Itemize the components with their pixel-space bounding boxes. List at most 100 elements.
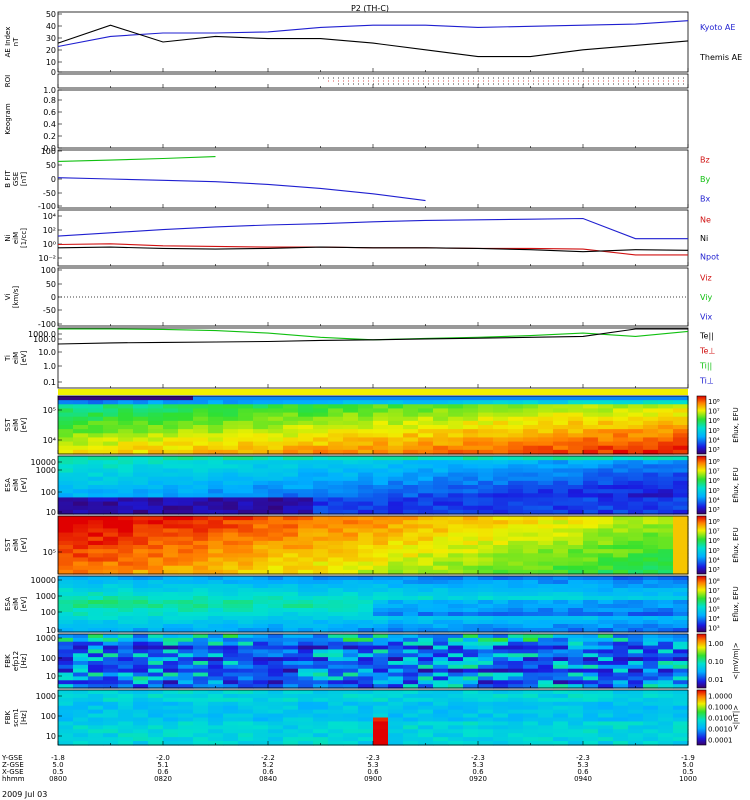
spectrogram-cell	[523, 672, 539, 678]
spectrogram-cell	[658, 524, 674, 530]
spectrogram-cell	[628, 725, 644, 730]
spectrogram-cell	[463, 737, 479, 742]
spectrogram-cell	[58, 425, 74, 430]
spectrogram-cell	[163, 620, 179, 625]
spectrogram-cell	[178, 441, 194, 447]
spectrogram-cell	[313, 668, 329, 674]
spectrogram-cell	[598, 733, 614, 738]
spectrogram-cell	[643, 596, 659, 601]
spectrogram-cell	[313, 532, 329, 538]
spectrogram-cell	[463, 437, 479, 443]
spectrogram-cell	[358, 524, 374, 530]
spectrogram-cell	[298, 657, 314, 662]
spectrogram-cell	[388, 429, 404, 434]
spectrogram-cell	[643, 509, 659, 515]
spectrogram-cell	[433, 653, 449, 658]
spectrogram-cell	[268, 532, 284, 538]
spectrogram-cell	[388, 664, 404, 670]
spectrogram-cell	[418, 713, 434, 719]
spectrogram-cell	[493, 620, 509, 625]
spectrogram-cell	[208, 653, 224, 658]
spectrogram-cell	[103, 668, 119, 674]
spectrogram-cell	[448, 561, 464, 567]
spectrogram-cell	[403, 717, 419, 723]
spectrogram-cell	[658, 476, 674, 482]
spectrogram-cell	[553, 468, 569, 474]
spectrogram-cell	[373, 645, 389, 651]
colorbar-label: Eflux, EFU	[732, 586, 740, 621]
colorbar-label: Eflux, EFU	[732, 527, 740, 562]
spectrogram-cell	[433, 584, 449, 589]
spectrogram-cell	[313, 697, 329, 703]
spectrogram-cell	[538, 634, 554, 639]
spectrogram-cell	[613, 608, 629, 613]
spectrogram-cell	[283, 709, 299, 715]
spectrogram-cell	[448, 476, 464, 482]
spectrogram-cell	[283, 588, 299, 593]
spectrogram-cell	[568, 645, 584, 651]
spectrogram-cell	[283, 592, 299, 597]
spectrogram-cell	[448, 592, 464, 597]
spectrogram-cell	[658, 433, 674, 439]
spectrogram-cell	[313, 549, 329, 554]
spectrogram-cell	[538, 437, 554, 443]
spectrogram-cell	[253, 420, 269, 426]
spectrogram-cell	[193, 476, 209, 482]
spectrogram-cell	[643, 485, 659, 490]
spectrogram-cell	[658, 657, 674, 662]
spectrogram-cell	[133, 684, 149, 689]
spectrogram-cell	[538, 676, 554, 681]
spectrogram-cell	[133, 464, 149, 470]
spectrogram-cell	[133, 705, 149, 711]
spectrogram-cell	[388, 608, 404, 613]
spectrogram-cell	[178, 445, 194, 451]
spectrogram-cell	[163, 690, 179, 695]
spectrogram-cell	[103, 516, 119, 521]
spectrogram-cell	[448, 624, 464, 629]
spectrogram-cell	[223, 661, 239, 666]
spectrogram-cell	[193, 553, 209, 559]
spectrogram-cell	[268, 420, 284, 426]
spectrogram-cell	[208, 668, 224, 674]
spectrogram-cell	[628, 672, 644, 678]
spectrogram-cell	[658, 641, 674, 647]
spectrogram-cell	[613, 705, 629, 711]
spectrogram-cell	[583, 733, 599, 738]
spectrogram-cell	[523, 624, 539, 629]
spectrogram-cell	[133, 524, 149, 530]
spectrogram-cell	[328, 505, 344, 511]
spectrogram-cell	[208, 693, 224, 699]
spectrogram-cell	[73, 680, 89, 685]
spectrogram-cell	[343, 528, 359, 534]
spectrogram-cell	[73, 472, 89, 478]
x-tick-label: 5.2	[262, 761, 273, 769]
spectrogram-cell	[118, 472, 134, 478]
spectrogram-cell	[388, 584, 404, 589]
legend-entry: Te⊥	[699, 347, 715, 356]
spectrogram-cell	[403, 588, 419, 593]
spectrogram-cell	[568, 493, 584, 499]
spectrogram-cell	[583, 561, 599, 567]
spectrogram-cell	[433, 664, 449, 670]
spectrogram-cell	[673, 425, 689, 430]
spectrogram-cell	[298, 476, 314, 482]
spectrogram-cell	[568, 608, 584, 613]
spectrogram-cell	[673, 501, 689, 507]
spectrogram-cell	[418, 709, 434, 715]
spectrogram-cell	[103, 449, 119, 455]
spectrogram-cell	[178, 536, 194, 542]
spectrogram-cell	[418, 437, 434, 443]
spectrogram-cell	[493, 464, 509, 470]
spectrogram-cell	[193, 520, 209, 525]
spectrogram-cell	[538, 729, 554, 734]
spectrogram-cell	[103, 549, 119, 554]
spectrogram-cell	[538, 524, 554, 530]
colorbar-tick-label: 10⁵	[708, 427, 720, 435]
spectrogram-cell	[298, 721, 314, 726]
spectrogram-cell	[673, 549, 689, 554]
spectrogram-cell	[538, 516, 554, 521]
spectrogram-cell	[223, 713, 239, 719]
spectrogram-cell	[298, 729, 314, 734]
spectrogram-cell	[538, 693, 554, 699]
spectrogram-cell	[313, 505, 329, 511]
